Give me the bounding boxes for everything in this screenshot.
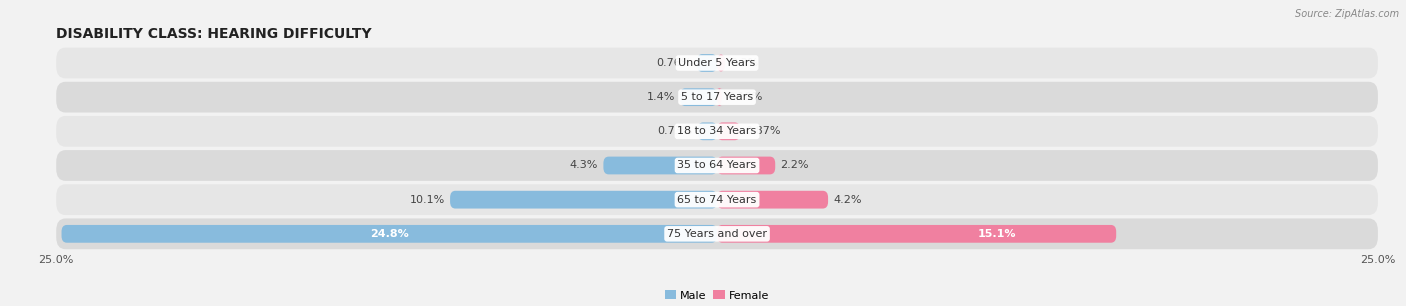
Text: 0.87%: 0.87% (745, 126, 780, 136)
Text: 0.73%: 0.73% (657, 126, 693, 136)
Text: 0.18%: 0.18% (727, 92, 762, 102)
Text: 0.3%: 0.3% (730, 58, 758, 68)
FancyBboxPatch shape (56, 82, 1378, 113)
FancyBboxPatch shape (717, 225, 1116, 243)
FancyBboxPatch shape (716, 88, 723, 106)
FancyBboxPatch shape (56, 218, 1378, 249)
FancyBboxPatch shape (697, 54, 717, 72)
FancyBboxPatch shape (717, 191, 828, 209)
Text: 35 to 64 Years: 35 to 64 Years (678, 160, 756, 170)
FancyBboxPatch shape (56, 184, 1378, 215)
FancyBboxPatch shape (681, 88, 717, 106)
Text: 4.3%: 4.3% (569, 160, 598, 170)
FancyBboxPatch shape (603, 157, 717, 174)
Text: 5 to 17 Years: 5 to 17 Years (681, 92, 754, 102)
FancyBboxPatch shape (56, 48, 1378, 78)
Text: 0.76%: 0.76% (657, 58, 692, 68)
FancyBboxPatch shape (717, 122, 740, 140)
Text: 2.2%: 2.2% (780, 160, 808, 170)
FancyBboxPatch shape (56, 116, 1378, 147)
Text: 4.2%: 4.2% (834, 195, 862, 205)
FancyBboxPatch shape (697, 122, 717, 140)
Legend: Male, Female: Male, Female (662, 288, 772, 303)
Text: 10.1%: 10.1% (409, 195, 444, 205)
Text: Under 5 Years: Under 5 Years (679, 58, 755, 68)
Text: 65 to 74 Years: 65 to 74 Years (678, 195, 756, 205)
Text: Source: ZipAtlas.com: Source: ZipAtlas.com (1295, 9, 1399, 19)
Text: 18 to 34 Years: 18 to 34 Years (678, 126, 756, 136)
Text: 24.8%: 24.8% (370, 229, 409, 239)
Text: DISABILITY CLASS: HEARING DIFFICULTY: DISABILITY CLASS: HEARING DIFFICULTY (56, 27, 371, 41)
Text: 15.1%: 15.1% (977, 229, 1015, 239)
Text: 1.4%: 1.4% (647, 92, 675, 102)
FancyBboxPatch shape (450, 191, 717, 209)
Text: 75 Years and over: 75 Years and over (666, 229, 768, 239)
FancyBboxPatch shape (717, 54, 725, 72)
FancyBboxPatch shape (62, 225, 717, 243)
FancyBboxPatch shape (717, 157, 775, 174)
FancyBboxPatch shape (56, 150, 1378, 181)
